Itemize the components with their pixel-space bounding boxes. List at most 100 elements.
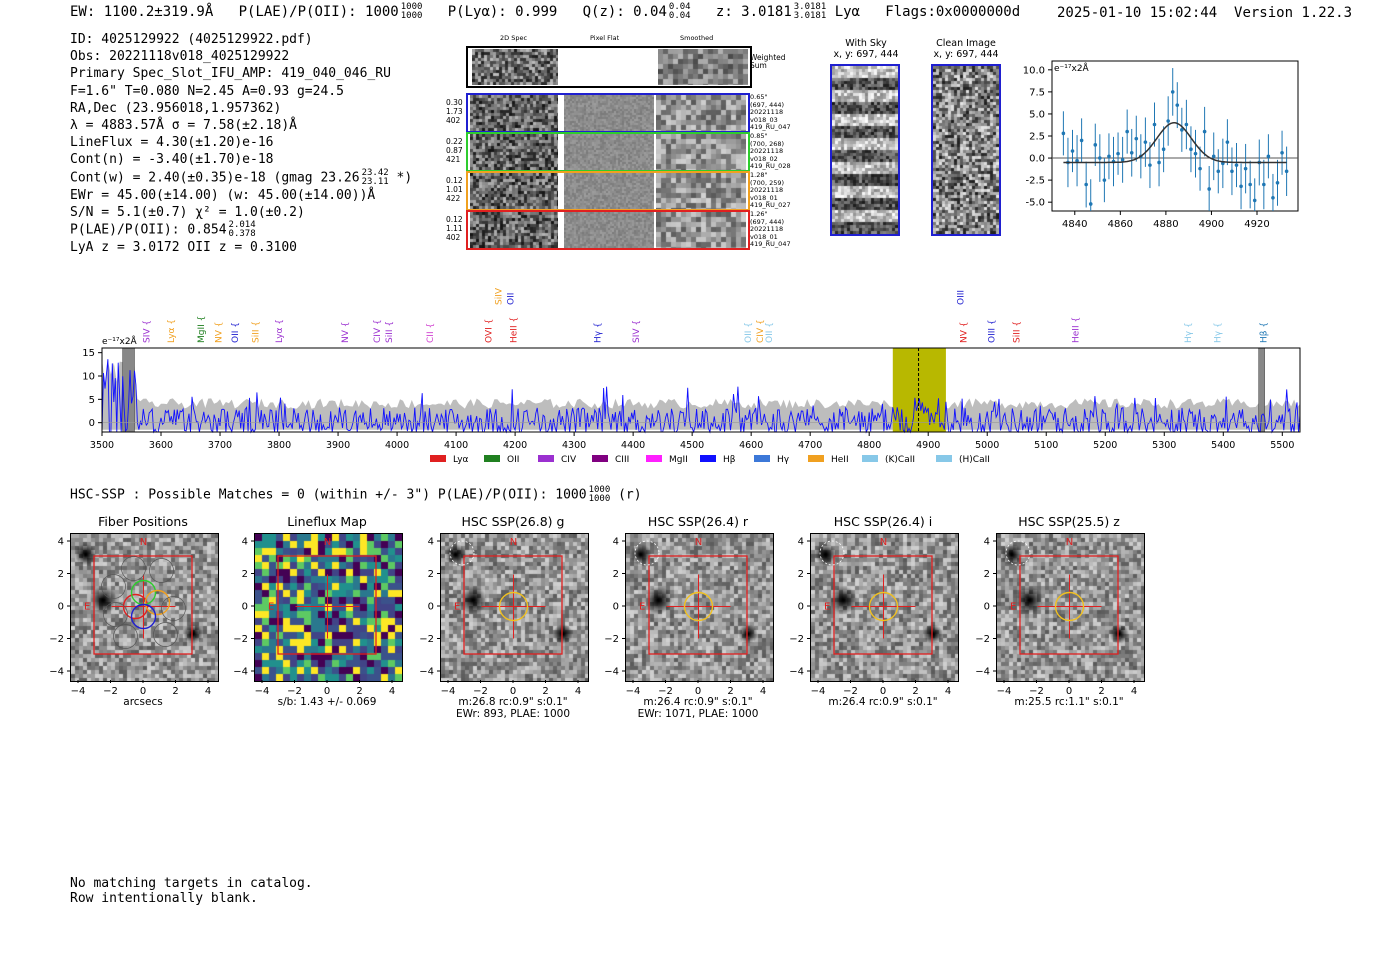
line-marker-label: Lyα { — [167, 319, 177, 343]
x-tick-label: −2 — [287, 686, 302, 697]
catalog-circle — [819, 540, 845, 566]
line-marker-label: SiII { — [1013, 321, 1023, 343]
y-tick-label: 0 — [613, 602, 619, 613]
data-point — [1266, 154, 1271, 159]
plya-value: P(Lyα): 0.999 — [447, 4, 558, 20]
catalog-circle — [449, 540, 475, 566]
data-point — [1107, 154, 1111, 159]
y-tick-label: 5.0 — [1029, 109, 1045, 120]
fiber-circle-grey — [149, 558, 174, 583]
y-tick-label: −2 — [789, 634, 804, 645]
row-stat: 0.12 — [446, 176, 463, 185]
cutout-subtitle: m:26.8 rc:0.9" s:0.1" EWr: 893, PLAE: 100… — [438, 696, 588, 720]
y-tick-label: −2 — [49, 634, 64, 645]
spectrum-line — [101, 359, 1301, 434]
compass-e: E — [268, 602, 274, 613]
line-id: Lyα — [834, 4, 860, 20]
weighted-sum-label: Weighted Sum — [750, 53, 786, 70]
data-point — [1234, 163, 1239, 167]
x-tick-label: 2 — [172, 686, 178, 697]
x-tick-label: 4860 — [1108, 219, 1133, 230]
line-marker-label: CIV { — [756, 319, 766, 343]
x-tick-label: 4700 — [798, 440, 822, 451]
x-tick-label: 0 — [324, 686, 330, 697]
spec2d-row — [466, 93, 750, 133]
spec2d-row-stats: 0.12 1.11 402 — [446, 215, 463, 242]
clean-xy: x, y: 697, 444 — [933, 49, 999, 60]
y-tick-label: 4 — [798, 537, 804, 548]
line-marker-label: NV { — [214, 322, 224, 343]
aperture-circle — [868, 591, 899, 622]
full-spectrum-plot: 0 5 10 15 3500 3600 3700 3800 3900 4000 4100 4200 43… — [82, 287, 1301, 465]
gaussian-fit-line — [1063, 122, 1287, 164]
plae-text: P(LAE)/P(OII): 0.854 — [70, 222, 227, 238]
line-marker-label: NV { — [960, 322, 970, 343]
x-tick-label: 4920 — [1244, 219, 1269, 230]
info-lineflux: LineFlux = 4.30(±1.20)e-16 — [70, 135, 274, 151]
cutout-sub1: m:26.4 rc:0.9" s:0.1" — [643, 696, 753, 708]
line-fit-plot: -5.0 -2.5 0.0 2.5 5.0 7.5 10.0 4840 4860 4880 4900… — [1023, 60, 1299, 230]
x-tick-label: −2 — [103, 686, 118, 697]
line-marker-label: Hγ { — [594, 322, 604, 343]
row-meta: v018_02 — [750, 154, 778, 163]
flags-value: Flags:0x0000000d — [885, 4, 1021, 20]
line-marker-label: CII { — [426, 323, 436, 343]
y-tick-label: 0.0 — [1029, 154, 1045, 165]
legend-swatch — [808, 455, 824, 462]
legend-label: MgII — [669, 455, 688, 465]
cutout-sub1: m:25.5 rc:1.1" s:0.1" — [1014, 696, 1124, 708]
spec2d-row-stats: 0.12 1.01 422 — [446, 176, 463, 203]
cutout-xlabel: arcsecs — [123, 696, 163, 708]
x-tick-label: −2 — [473, 686, 488, 697]
clean-label: Clean Image — [936, 38, 996, 49]
x-tick-label: −4 — [71, 686, 86, 697]
contw-text: Cont(w) = 2.40(±0.35)e-18 (gmag 23.26 — [70, 170, 360, 186]
cutout-overlay: N E 4 2 0 −2 −4 −4 −2 0 2 4 — [233, 537, 395, 698]
y-tick-label: 0 — [242, 602, 248, 613]
row-stat: 1.01 — [446, 185, 463, 194]
row-meta: 20221118 — [750, 186, 784, 194]
spec2d-row-meta: 0.85" (700, 268) 20221118 v018_02 419_RU_028 — [750, 132, 791, 171]
x-tick-label: 4900 — [916, 440, 940, 451]
info-radec: RA,Dec (23.956018,1.957362) — [70, 100, 282, 116]
fiber-circle-grey — [113, 624, 138, 649]
col-label-smoothed: Smoothed — [680, 34, 714, 42]
data-point — [1075, 158, 1079, 163]
row-meta: v018_01 — [750, 193, 778, 202]
fiber-circle — [122, 593, 149, 620]
y-tick-label: 4 — [428, 537, 434, 548]
contw-hi: 23.42 — [361, 167, 389, 178]
row-stat: 0.22 — [446, 137, 463, 146]
ew-value: EW: 1100.2±319.9Å — [70, 4, 214, 20]
cutout-title: HSC SSP(26.8) g — [461, 514, 565, 529]
search-box — [463, 555, 563, 655]
fiber-circle-grey — [101, 574, 126, 599]
catalog-circle — [1005, 540, 1031, 566]
data-point — [1152, 122, 1157, 127]
cutout-sub2: EWr: 893, PLAE: 1000 — [455, 708, 571, 720]
cutout-image — [440, 533, 589, 682]
info-lambda: λ = 4883.57Å σ = 7.58(±2.18)Å — [70, 118, 297, 134]
x-tick-label: 4300 — [562, 440, 586, 451]
line-marker-label: SiII { — [251, 321, 261, 343]
data-point — [1184, 122, 1189, 127]
x-tick-label: 4880 — [1153, 219, 1178, 230]
line-marker-label: OII { — [231, 322, 241, 343]
legend-swatch — [592, 455, 608, 462]
data-point — [1125, 129, 1129, 134]
x-tick-label: 4 — [389, 686, 395, 697]
data-point — [1225, 140, 1230, 144]
row-meta: 419_RU_047 — [750, 123, 791, 131]
cutout-subtitle: m:26.4 rc:0.9" s:0.1" — [808, 696, 958, 708]
cutout-image — [625, 533, 774, 682]
plae-info-lo: 0.378 — [228, 229, 256, 240]
data-point — [1157, 160, 1161, 165]
weighted-2dspec — [472, 49, 558, 85]
x-tick-label: 4600 — [739, 440, 763, 451]
x-tick-label: 0 — [1066, 686, 1072, 697]
x-tick-label: 3600 — [149, 440, 173, 451]
x-tick-label: 4 — [575, 686, 581, 697]
data-point — [1161, 147, 1166, 152]
x-tick-label: 4500 — [680, 440, 704, 451]
row-stat: 0.12 — [446, 215, 463, 224]
